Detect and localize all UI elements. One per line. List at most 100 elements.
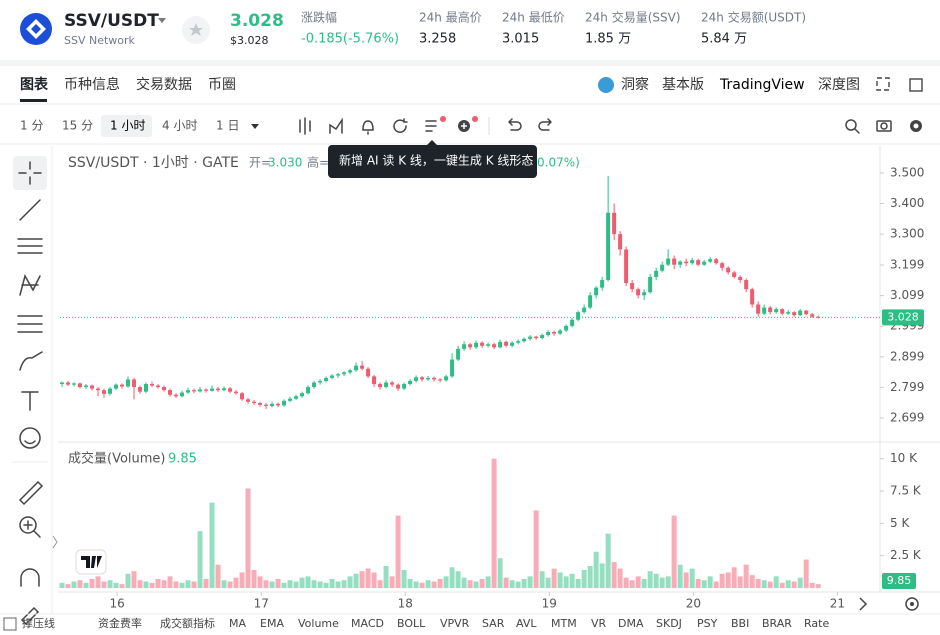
replay-icon[interactable] [393,118,408,133]
notice-dot [440,116,446,122]
volume-bar [305,576,311,588]
indicator[interactable]: BOLL [397,617,426,630]
stats: 24h 最高价 3.258 24h 最低价 3.015 24h 交易量(SSV) 1.85… [419,10,806,47]
indicator[interactable]: MA [229,617,246,630]
ruler-tool[interactable] [18,480,44,506]
indicator-icon[interactable] [329,117,343,134]
candle-body [372,376,377,385]
volume-bar [221,580,227,588]
candle-body [480,342,485,346]
symbol-dropdown[interactable] [158,18,166,23]
y-tick-label: 2.799 [890,380,924,394]
indicator[interactable]: DMA [618,617,644,630]
volume-bar [683,572,689,588]
candle-body [192,390,197,392]
scroll-right[interactable] [859,597,868,611]
candle-body [402,384,407,389]
indicator[interactable]: 资金费率 [98,616,142,630]
interval[interactable]: 15 分 [62,119,93,133]
camera-icon[interactable] [876,120,892,132]
view-tab[interactable]: TradingView [719,77,805,93]
camera-icon [880,122,888,130]
candle-body [642,292,647,296]
indicator[interactable]: Rate [804,617,829,630]
trendline-tool[interactable] [19,199,41,221]
crosshair-tool[interactable] [18,161,42,185]
expand-icon[interactable] [876,77,890,91]
indicator[interactable]: AVL [516,617,537,630]
indicator[interactable]: VPVR [440,617,470,630]
candle-body [408,380,413,385]
view-tab[interactable]: 基本版 [662,76,704,93]
interval[interactable]: 1 分 [20,119,43,133]
interval[interactable]: 4 小时 [162,119,197,133]
volume-bar [485,576,491,588]
indicator[interactable]: Volume [298,617,339,630]
candle-body [792,312,797,316]
volume-bar [137,580,143,588]
ai-icon[interactable] [425,120,437,132]
alert-icon[interactable] [362,120,374,135]
indicator[interactable]: SAR [482,617,505,630]
indicator[interactable]: 撑压线 [22,616,55,630]
indicator[interactable]: BRAR [762,617,792,630]
volume-bar [671,515,677,588]
text-tool[interactable] [21,391,39,411]
channel-tool[interactable] [17,238,43,254]
volume-bar [695,578,701,588]
redo-icon[interactable] [538,118,552,131]
volume-bar [311,580,317,588]
tab[interactable]: 图表 [20,76,49,93]
volume-bar [293,581,299,588]
indicator[interactable]: MTM [551,617,577,630]
collapse-toggle[interactable] [52,535,58,549]
search-icon[interactable] [845,119,857,131]
volume-bar [767,581,773,588]
candle-body [162,387,167,391]
pattern-tool[interactable] [19,274,41,296]
stat-value: 1.85 万 [585,32,631,47]
volume-bar [749,575,755,588]
undo-icon[interactable] [508,118,522,131]
indicator[interactable]: EMA [260,617,284,630]
magnet-tool[interactable] [20,568,40,587]
candle-body [174,394,179,397]
tab[interactable]: 交易数据 [136,76,192,93]
volume-bar [491,458,497,588]
coin-logo-mark [31,24,41,34]
interval-dropdown[interactable] [251,124,259,129]
brush-tool[interactable] [19,351,43,371]
interval[interactable]: 1 日 [216,119,239,133]
symbol[interactable]: SSV/USDT [64,11,159,31]
candle-body [552,332,557,334]
indicator[interactable]: VR [591,617,607,630]
candle-body [444,376,449,381]
candle-body [150,384,155,386]
volume-bar [515,581,521,588]
candle-body [228,388,233,392]
interval[interactable]: 1 小时 [110,119,145,133]
candle-type-icon[interactable] [299,117,311,135]
indicator[interactable]: SKDJ [656,617,682,630]
window-icon[interactable] [909,78,923,92]
indicator[interactable]: BBI [731,617,749,630]
volume-bar [119,584,125,588]
volume-bar [185,580,191,588]
axis-settings[interactable] [905,597,919,611]
indicator-menu-icon[interactable] [3,617,17,631]
fib-tool[interactable] [17,315,43,333]
indicator[interactable]: PSY [697,617,718,630]
zoom-tool[interactable] [19,516,37,534]
indicator[interactable]: 成交额指标 [160,616,215,630]
candle-body [732,272,737,277]
lock-tool[interactable] [20,606,40,626]
tab[interactable]: 币种信息 [64,76,120,93]
candle-body [780,309,785,314]
active-interval-bg [101,115,152,137]
indicator[interactable]: MACD [351,617,384,630]
emoji-tool[interactable] [19,427,41,449]
view-tab[interactable]: 洞察 [621,76,649,93]
tab[interactable]: 币圈 [208,77,236,93]
view-tab[interactable]: 深度图 [818,77,860,93]
volume-bar [107,580,113,588]
